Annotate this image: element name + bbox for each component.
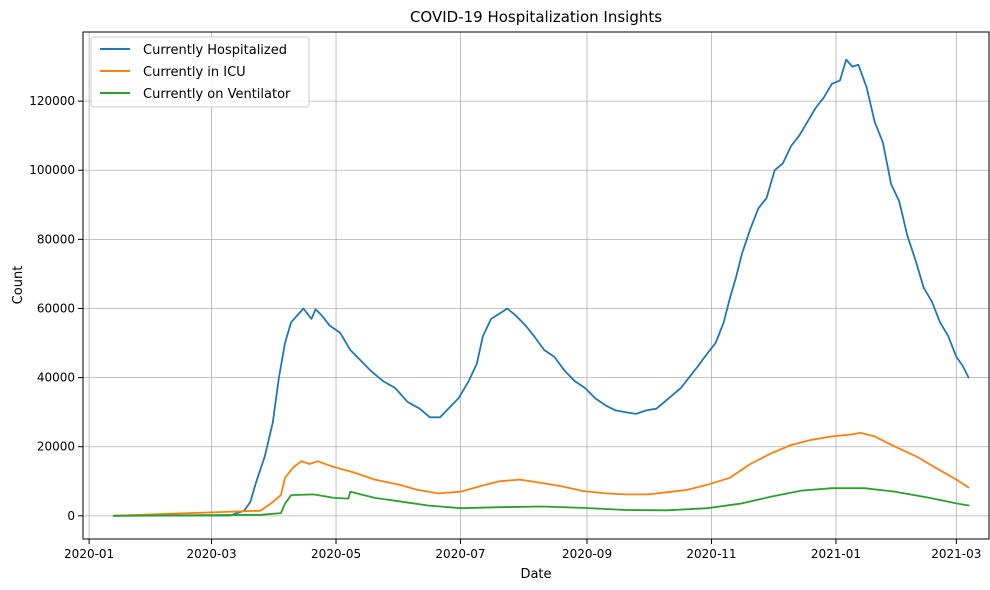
y-tick-label: 60000 — [37, 301, 75, 315]
x-tick-label: 2020-07 — [435, 547, 485, 561]
x-axis: 2020-01 2020-03 2020-05 2020-07 2020-09 2020-… — [64, 539, 981, 561]
y-tick-label: 120000 — [29, 94, 75, 108]
x-tick-label: 2020-11 — [686, 547, 736, 561]
x-tick-label: 2021-03 — [931, 547, 981, 561]
x-tick-label: 2020-01 — [64, 547, 114, 561]
series-line-2 — [112, 432, 970, 517]
y-axis: 0 20000 40000 60000 80000 100000 120000 — [29, 94, 83, 523]
y-tick-label: 100000 — [29, 163, 75, 177]
legend: Currently Hospitalized Currently in ICU Cu… — [90, 36, 310, 108]
y-tick-label: 0 — [67, 509, 75, 523]
legend-entry: Currently in ICU — [143, 65, 246, 80]
y-tick-label: 40000 — [37, 371, 75, 385]
legend-entry: Currently Hospitalized — [143, 43, 287, 58]
series-line-1 — [112, 58, 970, 517]
y-axis-label: Count — [11, 266, 26, 305]
legend-entry: Currently on Ventilator — [143, 87, 291, 102]
plot-frame — [82, 31, 990, 540]
series-line-3 — [112, 487, 970, 517]
legend-box — [90, 36, 310, 108]
series-lines — [112, 58, 970, 517]
y-tick-label: 80000 — [37, 232, 75, 246]
y-tick-label: 20000 — [37, 440, 75, 454]
x-tick-label: 2020-05 — [311, 547, 361, 561]
chart-title: COVID-19 Hospitalization Insights — [410, 8, 662, 26]
x-tick-label: 2020-03 — [186, 547, 236, 561]
x-tick-label: 2021-01 — [811, 547, 861, 561]
x-tick-label: 2020-09 — [562, 547, 612, 561]
x-axis-label: Date — [520, 567, 551, 582]
